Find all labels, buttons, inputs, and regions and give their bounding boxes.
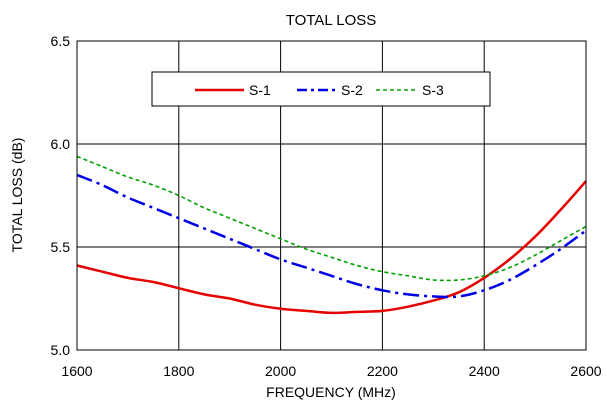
series-layer bbox=[76, 155, 587, 315]
tick-labels: 1600 1800 2000 2200 2400 2600 5.0 5.5 6.0 6.5 bbox=[51, 33, 602, 379]
x-tick-label: 2600 bbox=[570, 363, 601, 379]
legend: S-1 S-2 S-3 bbox=[151, 71, 491, 107]
x-tick-label: 1600 bbox=[61, 363, 92, 379]
y-tick-label: 5.0 bbox=[51, 342, 71, 358]
x-tick-label: 1800 bbox=[163, 363, 194, 379]
series-line-s-1 bbox=[76, 180, 587, 315]
chart-title: TOTAL LOSS bbox=[286, 12, 377, 29]
legend-label-s-3: S-3 bbox=[422, 82, 444, 98]
legend-label-s-2: S-2 bbox=[341, 82, 363, 98]
plot-frame bbox=[76, 40, 587, 351]
series-line-s-3 bbox=[76, 155, 587, 282]
legend-label-s-1: S-1 bbox=[249, 82, 271, 98]
y-tick-label: 5.5 bbox=[51, 239, 71, 255]
y-tick-label: 6.5 bbox=[51, 33, 71, 49]
series-line-s-2 bbox=[76, 173, 587, 299]
x-tick-label: 2000 bbox=[265, 363, 296, 379]
y-axis-label: TOTAL LOSS (dB) bbox=[9, 138, 25, 253]
x-tick-label: 2200 bbox=[367, 363, 398, 379]
y-tick-label: 6.0 bbox=[51, 136, 71, 152]
x-tick-label: 2400 bbox=[469, 363, 500, 379]
x-axis-label: FREQUENCY (MHz) bbox=[266, 384, 396, 400]
